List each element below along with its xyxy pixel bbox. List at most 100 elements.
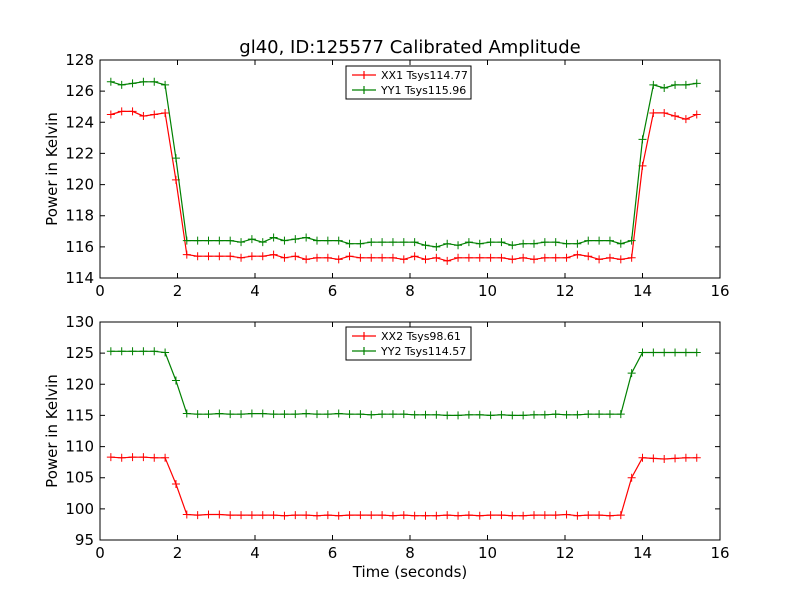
y-tick-label: 126 — [65, 82, 94, 100]
data-point — [519, 239, 528, 248]
y-tick-label: 118 — [65, 207, 94, 225]
data-point — [161, 80, 170, 89]
data-point — [410, 238, 419, 247]
data-point — [388, 253, 397, 262]
data-point — [486, 253, 495, 262]
data-point — [432, 410, 441, 419]
data-point — [497, 253, 506, 262]
legend-label: YY2 Tsys114.57 — [380, 345, 466, 358]
data-point — [692, 348, 701, 357]
data-point — [508, 255, 517, 264]
data-point — [605, 511, 614, 520]
data-point — [530, 239, 538, 248]
data-point — [128, 453, 137, 462]
x-tick-label: 14 — [633, 282, 652, 300]
y-tick-label: 95 — [75, 531, 94, 549]
x-tick-label: 6 — [328, 282, 338, 300]
data-point — [562, 410, 571, 419]
top-panel: 0 2 4 6 8 10 12 14 16 114 116 118 120 122 124 126 128 Pow… — [43, 51, 730, 300]
data-point — [302, 511, 311, 520]
data-point — [388, 238, 397, 247]
data-point — [443, 239, 452, 248]
x-tick-label: 16 — [710, 544, 729, 562]
data-point — [627, 253, 636, 262]
x-tick-label: 4 — [250, 282, 260, 300]
data-point — [106, 110, 115, 119]
data-point — [226, 511, 235, 520]
y-tick-label: 120 — [65, 375, 94, 393]
x-axis-label: Time (seconds) — [352, 563, 468, 581]
y-tick-label: 124 — [65, 113, 94, 131]
data-point — [334, 255, 343, 264]
data-point — [508, 411, 517, 420]
data-point — [247, 409, 256, 418]
data-point — [540, 410, 549, 419]
x-tick-label: 2 — [173, 282, 183, 300]
data-point — [530, 255, 538, 264]
x-tick-label: 4 — [250, 544, 260, 562]
data-point — [226, 236, 235, 245]
data-point — [237, 511, 246, 520]
data-point — [616, 239, 625, 248]
data-point — [486, 238, 495, 247]
data-point — [486, 511, 495, 520]
legend-label: XX2 Tsys98.61 — [381, 330, 461, 343]
data-point — [378, 238, 387, 247]
data-point — [226, 410, 235, 419]
data-point — [237, 253, 246, 262]
data-point — [519, 253, 528, 262]
data-point — [681, 453, 690, 462]
bottom-panel: 0 2 4 6 8 10 12 14 16 95 100 105 110 115 120 125 130 Powe… — [43, 313, 730, 581]
data-point — [660, 108, 669, 117]
data-point — [247, 252, 256, 261]
data-point — [313, 410, 321, 419]
data-point — [204, 410, 213, 419]
data-point — [432, 511, 441, 520]
data-point — [323, 410, 332, 419]
data-point — [302, 233, 311, 242]
data-point — [161, 348, 170, 357]
data-point — [345, 252, 354, 261]
data-point — [443, 256, 452, 265]
data-point — [367, 410, 376, 419]
data-point — [345, 239, 354, 248]
data-point — [388, 410, 397, 419]
data-point — [540, 253, 549, 262]
data-point — [649, 348, 658, 357]
data-point — [519, 411, 528, 420]
data-point — [106, 347, 115, 356]
data-point — [584, 410, 593, 419]
data-point — [161, 453, 170, 462]
legend: XX2 Tsys98.61 YY2 Tsys114.57 — [345, 326, 472, 361]
data-point — [627, 473, 636, 482]
data-point — [291, 235, 300, 244]
data-point — [605, 253, 614, 262]
data-point — [237, 410, 246, 419]
data-point — [454, 511, 463, 520]
data-point — [399, 410, 408, 419]
data-point — [616, 255, 625, 264]
data-point — [367, 238, 376, 247]
data-point — [410, 511, 419, 520]
data-point — [551, 511, 560, 520]
data-point — [193, 511, 202, 520]
data-point — [410, 252, 419, 261]
x-tick-label: 8 — [405, 282, 415, 300]
data-point — [421, 241, 430, 250]
data-point — [421, 410, 430, 419]
data-point — [595, 511, 604, 520]
legend-box — [345, 326, 472, 361]
data-point — [584, 252, 593, 261]
data-point — [193, 252, 202, 261]
legend-swatch — [352, 86, 376, 94]
y-tick-label: 122 — [65, 144, 94, 162]
data-point — [454, 253, 463, 262]
data-point — [410, 410, 419, 419]
data-point — [627, 369, 636, 378]
data-point — [475, 239, 484, 248]
y-tick-label: 114 — [65, 269, 94, 287]
data-point — [139, 347, 148, 356]
data-point — [345, 511, 354, 520]
x-tick-label: 0 — [95, 282, 105, 300]
